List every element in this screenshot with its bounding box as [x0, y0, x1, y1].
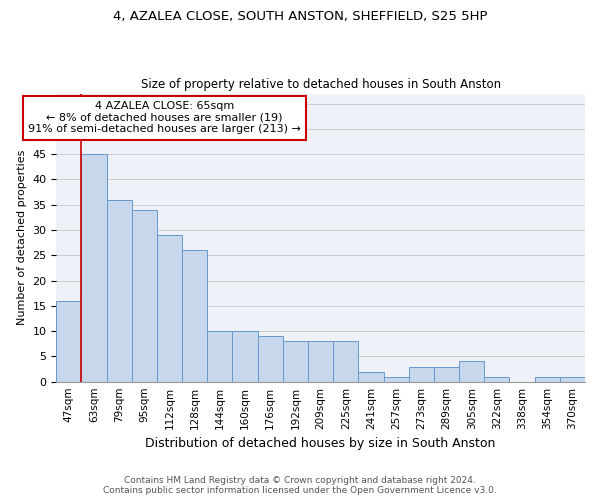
Bar	[434, 366, 459, 382]
Bar	[560, 376, 585, 382]
Bar	[409, 366, 434, 382]
Bar	[283, 341, 308, 382]
Text: 4, AZALEA CLOSE, SOUTH ANSTON, SHEFFIELD, S25 5HP: 4, AZALEA CLOSE, SOUTH ANSTON, SHEFFIELD…	[113, 10, 487, 23]
Bar	[257, 336, 283, 382]
Bar	[333, 341, 358, 382]
Bar	[56, 301, 82, 382]
Title: Size of property relative to detached houses in South Anston: Size of property relative to detached ho…	[140, 78, 500, 91]
Bar	[308, 341, 333, 382]
Bar	[182, 250, 208, 382]
X-axis label: Distribution of detached houses by size in South Anston: Distribution of detached houses by size …	[145, 437, 496, 450]
Y-axis label: Number of detached properties: Number of detached properties	[17, 150, 27, 326]
Bar	[157, 235, 182, 382]
Bar	[484, 376, 509, 382]
Bar	[232, 331, 257, 382]
Bar	[107, 200, 132, 382]
Text: 4 AZALEA CLOSE: 65sqm
← 8% of detached houses are smaller (19)
91% of semi-detac: 4 AZALEA CLOSE: 65sqm ← 8% of detached h…	[28, 101, 301, 134]
Text: Contains HM Land Registry data © Crown copyright and database right 2024.
Contai: Contains HM Land Registry data © Crown c…	[103, 476, 497, 495]
Bar	[358, 372, 383, 382]
Bar	[459, 362, 484, 382]
Bar	[208, 331, 232, 382]
Bar	[535, 376, 560, 382]
Bar	[132, 210, 157, 382]
Bar	[383, 376, 409, 382]
Bar	[82, 154, 107, 382]
